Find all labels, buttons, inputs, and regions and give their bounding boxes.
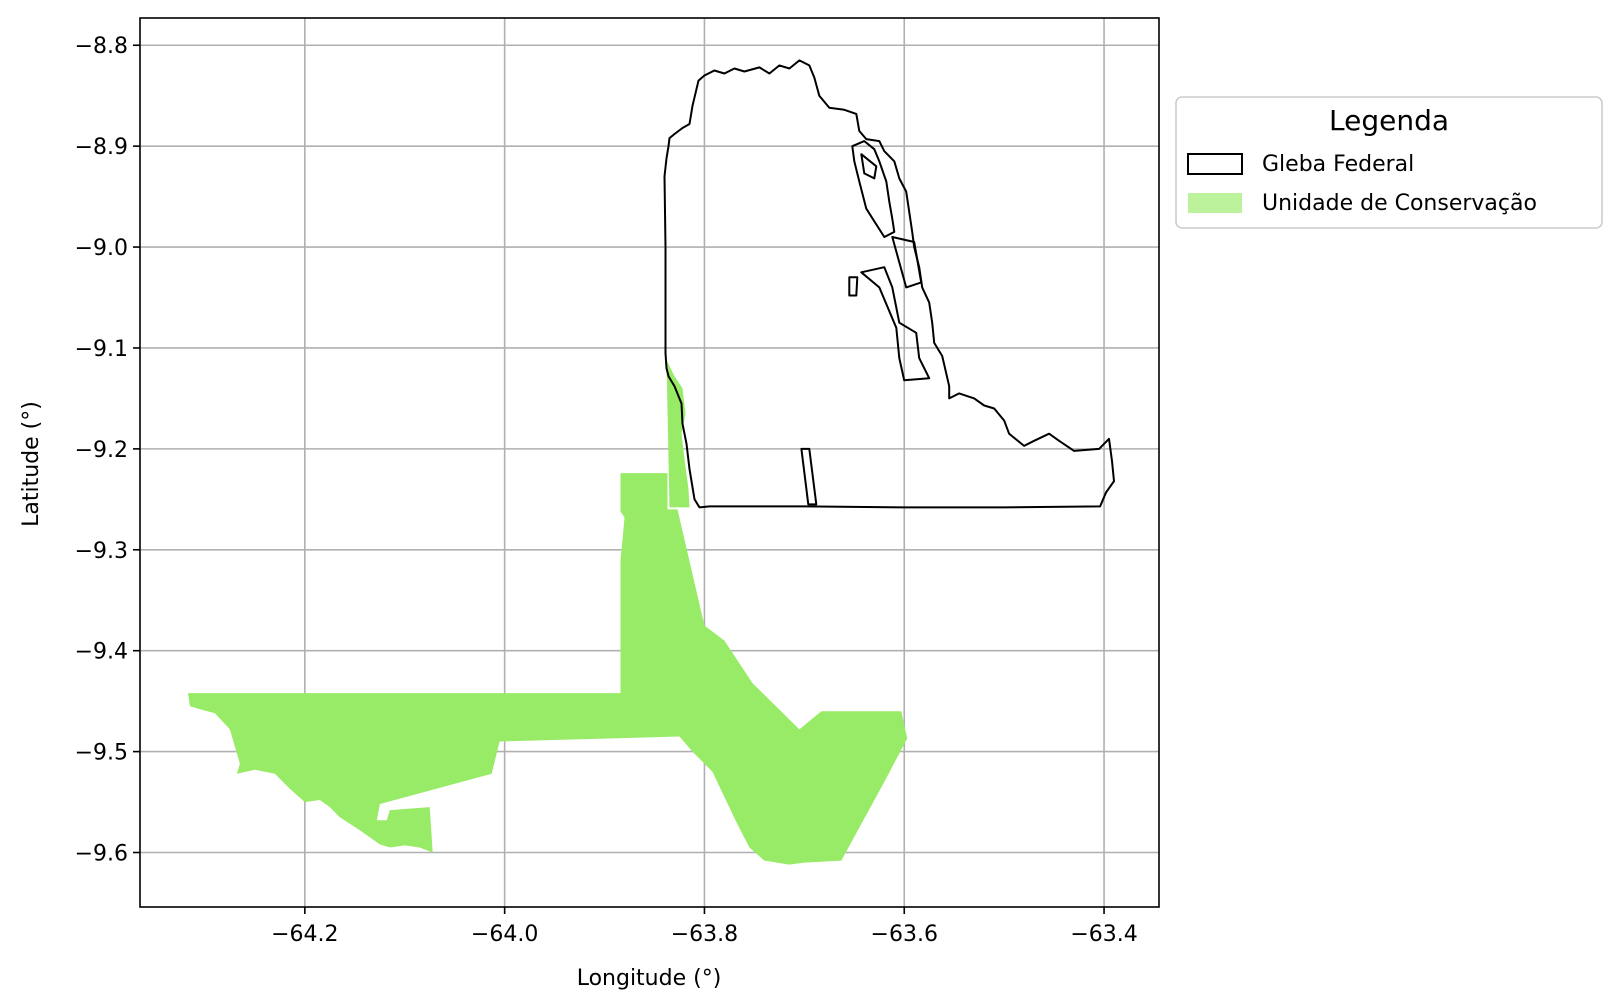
legend-box [1175, 96, 1603, 229]
y-tick-label: −9.0 [75, 236, 128, 261]
y-tick-label: −9.3 [75, 539, 128, 564]
gleba-federal-polygon [800, 447, 818, 506]
legend-label-unidade-de-conservacao: Unidade de Conservação [1262, 191, 1537, 216]
gleba-federal-polygon [851, 140, 896, 238]
y-tick-label: −9.6 [75, 842, 128, 867]
x-tick-label: −63.8 [671, 922, 738, 947]
legend-label-gleba-federal: Gleba Federal [1262, 152, 1414, 177]
plot-frame [139, 17, 1160, 908]
x-tick-label: −63.4 [1070, 922, 1137, 947]
x-tick-label: −63.6 [871, 922, 938, 947]
y-tick-label: −9.2 [75, 438, 128, 463]
x-tick-label: −64.0 [471, 922, 538, 947]
unidade-de-conservacao-polygon [666, 360, 690, 508]
unidade-de-conservacao-polygon [188, 473, 908, 865]
legend-title: Legenda [1329, 104, 1449, 137]
legend-swatch-unidade-de-conservacao [1188, 193, 1242, 213]
gleba-federal-polygon [860, 266, 931, 382]
y-tick-label: −8.8 [75, 34, 128, 59]
x-tick-label: −64.2 [271, 922, 338, 947]
gleba-federal-polygon [891, 236, 923, 289]
legend: Legenda Gleba Federal Unidade de Conserv… [1175, 96, 1603, 229]
y-tick-label: −9.4 [75, 640, 128, 665]
y-tick-label: −9.1 [75, 337, 128, 362]
grid-lines [140, 18, 1159, 907]
gleba-federal-polygon [848, 276, 859, 297]
gleba-federal-polygon [860, 153, 878, 180]
map-layers [188, 59, 1115, 865]
gleba-federal-polygon [663, 59, 1115, 509]
legend-swatch-gleba-federal [1187, 153, 1243, 175]
y-axis-label: Latitude (°) [19, 401, 44, 527]
y-tick-label: −8.9 [75, 135, 128, 160]
axis-ticks: −64.2 −64.0 −63.8 −63.6 −63.4 −8.8 −8.9 −9.0 −9.… [75, 34, 1138, 947]
y-tick-label: −9.5 [75, 741, 128, 766]
x-axis-label: Longitude (°) [577, 966, 722, 991]
